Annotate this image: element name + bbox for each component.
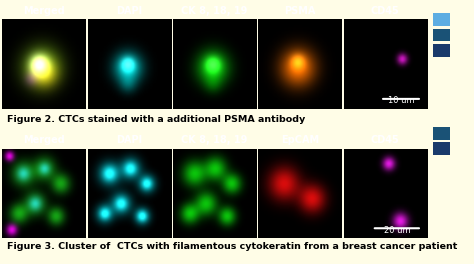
Text: Figure 3. Cluster of  CTCs with filamentous cytokeratin from a breast cancer pat: Figure 3. Cluster of CTCs with filamento… (7, 242, 457, 251)
Text: Figure 2. CTCs stained with a additional PSMA antibody: Figure 2. CTCs stained with a additional… (7, 115, 305, 124)
Bar (433, 44, 450, 57)
Text: 20 um: 20 um (383, 225, 410, 234)
Text: Merged: Merged (23, 6, 65, 16)
Bar (433, 142, 450, 155)
Text: CD45: CD45 (371, 135, 400, 145)
Bar (433, 13, 450, 26)
Text: EpCAM: EpCAM (281, 135, 319, 145)
Text: DAPI: DAPI (116, 6, 142, 16)
Text: DAPI: DAPI (116, 135, 142, 145)
Text: CK 8, 18, 19: CK 8, 18, 19 (182, 6, 248, 16)
Text: 10 um: 10 um (388, 96, 414, 105)
Text: CK 8, 18, 19: CK 8, 18, 19 (182, 135, 248, 145)
Text: PSMA: PSMA (284, 6, 316, 16)
Text: Merged: Merged (23, 135, 65, 145)
Bar (433, 127, 450, 140)
Bar (433, 29, 450, 41)
Text: CD45: CD45 (371, 6, 400, 16)
